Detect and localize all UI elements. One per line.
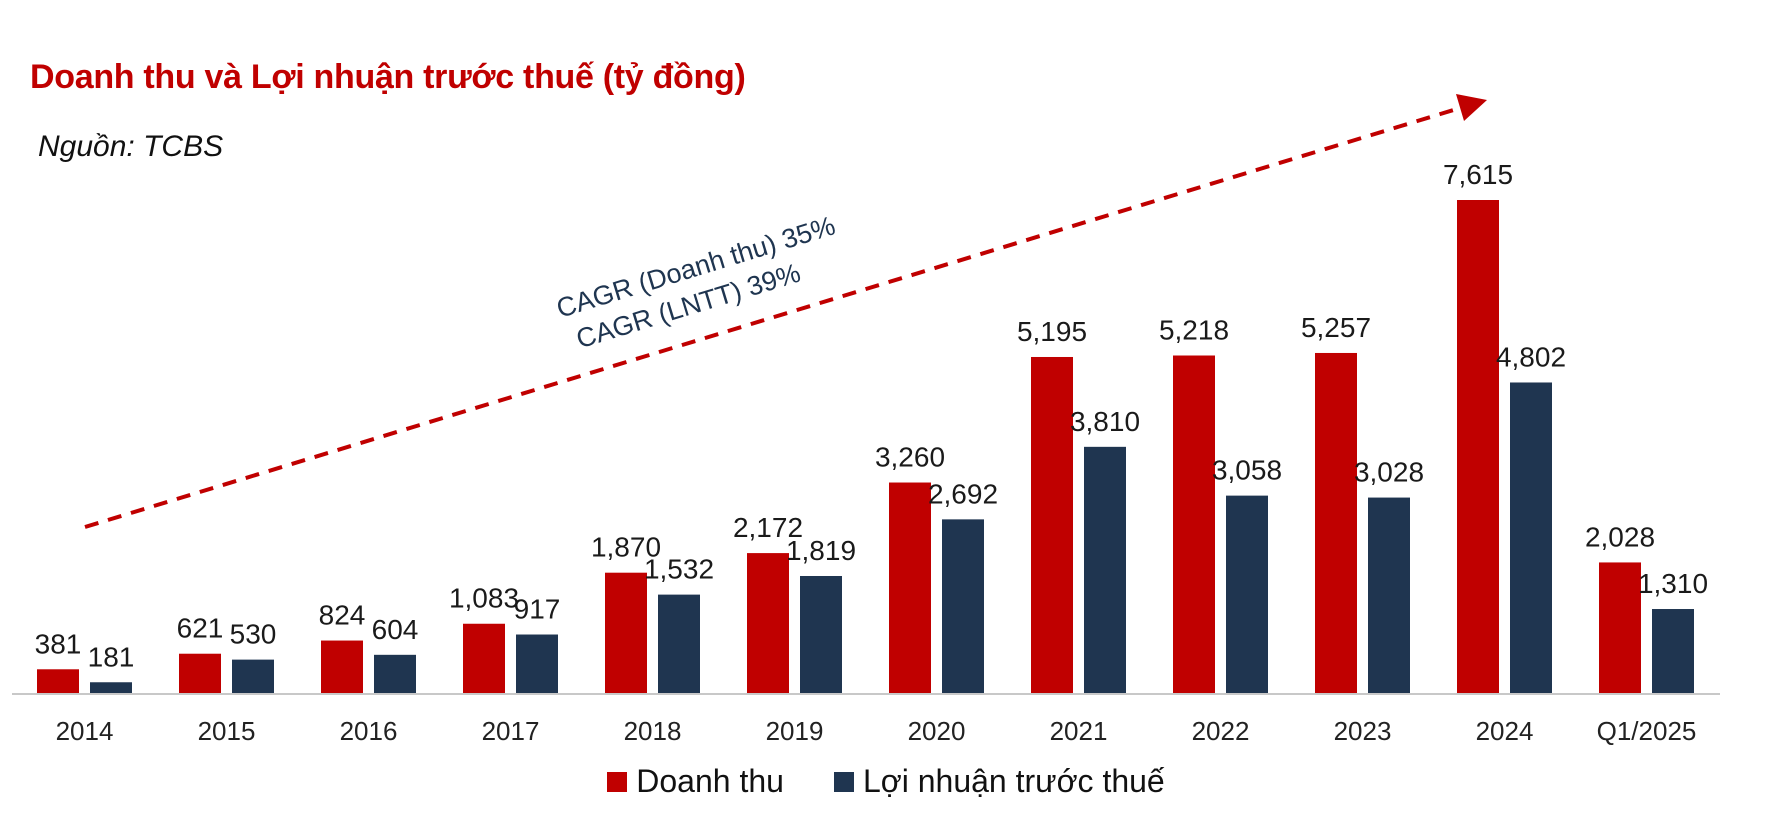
x-tick-2023: 2023 [1334, 716, 1392, 746]
bar-profit-2018 [658, 594, 700, 694]
label-profit-2014: 181 [88, 641, 135, 672]
bar-revenue-2024 [1457, 200, 1499, 694]
label-revenue-2020: 3,260 [875, 442, 945, 473]
x-tick-2021: 2021 [1050, 716, 1108, 746]
label-profit-2016: 604 [372, 614, 419, 645]
label-profit-2024: 4,802 [1496, 341, 1566, 372]
bar-profit-2022 [1226, 495, 1268, 694]
legend-label-revenue: Doanh thu [636, 763, 784, 799]
bar-revenue-2016 [321, 640, 363, 694]
label-revenue-2019: 2,172 [733, 512, 803, 543]
cagr-arrow-head [1456, 94, 1487, 121]
x-tick-2018: 2018 [624, 716, 682, 746]
bar-revenue-2018 [605, 572, 647, 694]
label-profit-2023: 3,028 [1354, 457, 1424, 488]
source-note: Nguồn: TCBS [38, 130, 224, 163]
x-tick-2019: 2019 [766, 716, 824, 746]
bar-revenue-2021 [1031, 356, 1073, 694]
x-tick-2016: 2016 [340, 716, 398, 746]
x-tick-Q1/2025: Q1/2025 [1597, 716, 1697, 746]
bar-revenue-Q1/2025 [1599, 562, 1641, 694]
bar-revenue-2023 [1315, 352, 1357, 694]
bar-profit-Q1/2025 [1652, 609, 1694, 694]
bar-profit-2016 [374, 654, 416, 694]
legend-item-revenue: Doanh thu [607, 763, 784, 800]
x-tick-2020: 2020 [908, 716, 966, 746]
x-tick-2022: 2022 [1192, 716, 1250, 746]
bar-profit-2017 [516, 634, 558, 694]
label-revenue-2023: 5,257 [1301, 312, 1371, 343]
label-profit-2021: 3,810 [1070, 406, 1140, 437]
label-profit-2015: 530 [230, 619, 277, 650]
x-tick-2017: 2017 [482, 716, 540, 746]
x-tick-2014: 2014 [56, 716, 114, 746]
label-revenue-2015: 621 [177, 613, 224, 644]
label-revenue-Q1/2025: 2,028 [1585, 521, 1655, 552]
bar-revenue-2014 [37, 669, 79, 694]
label-profit-2017: 917 [514, 594, 561, 625]
x-tick-2024: 2024 [1476, 716, 1534, 746]
bar-profit-2021 [1084, 446, 1126, 694]
bar-revenue-2020 [889, 482, 931, 694]
label-profit-2022: 3,058 [1212, 455, 1282, 486]
bar-revenue-2022 [1173, 355, 1215, 694]
legend-swatch-profit [833, 771, 854, 792]
chart-title: Doanh thu và Lợi nhuận trước thuế (tỷ đồ… [30, 58, 746, 96]
legend-item-profit: Lợi nhuận trước thuế [833, 763, 1165, 800]
bar-profit-2024 [1510, 382, 1552, 694]
label-revenue-2024: 7,615 [1443, 159, 1513, 190]
legend-swatch-revenue [607, 771, 628, 792]
label-profit-Q1/2025: 1,310 [1638, 568, 1708, 599]
bar-profit-2014 [90, 682, 132, 694]
label-revenue-2022: 5,218 [1159, 314, 1229, 345]
bar-profit-2023 [1368, 497, 1410, 694]
label-revenue-2014: 381 [35, 628, 82, 659]
label-profit-2020: 2,692 [928, 478, 998, 509]
bar-revenue-2019 [747, 553, 789, 694]
label-revenue-2016: 824 [319, 600, 366, 631]
label-revenue-2017: 1,083 [449, 583, 519, 614]
label-profit-2018: 1,532 [644, 554, 714, 585]
label-profit-2019: 1,819 [786, 535, 856, 566]
label-revenue-2021: 5,195 [1017, 316, 1087, 347]
bar-profit-2019 [800, 575, 842, 694]
legend-label-profit: Lợi nhuận trước thuế [862, 763, 1165, 799]
bar-profit-2020 [942, 519, 984, 694]
bar-profit-2015 [232, 659, 274, 694]
bar-revenue-2017 [463, 623, 505, 694]
legend: Doanh thu Lợi nhuận trước thuế [0, 763, 1772, 800]
label-revenue-2018: 1,870 [591, 532, 661, 563]
bar-revenue-2015 [179, 653, 221, 694]
x-tick-2015: 2015 [198, 716, 256, 746]
